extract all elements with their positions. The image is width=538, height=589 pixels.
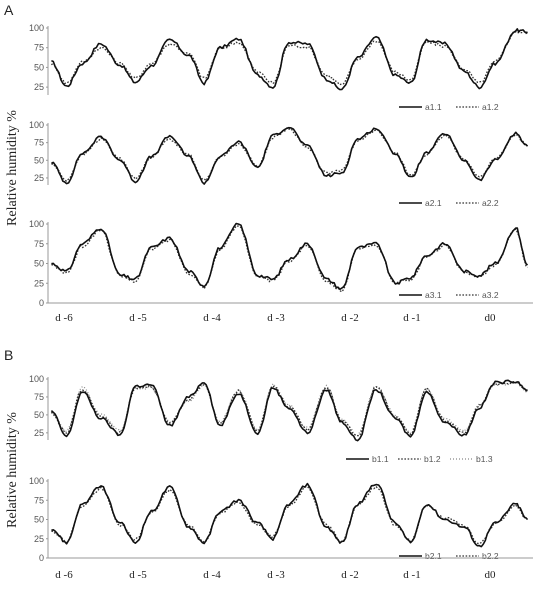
series-line-a2.2 <box>51 127 528 182</box>
legend-label-b1.2: b1.2 <box>424 454 441 464</box>
y-tick-label: 50 <box>34 515 44 525</box>
series-line-a1.2 <box>50 30 528 86</box>
x-day-label: d -4 <box>203 312 221 324</box>
y-tick-label: 50 <box>34 259 44 269</box>
y-tick-label: 50 <box>34 62 44 72</box>
legend-label-b1.1: b1.1 <box>372 454 389 464</box>
x-day-label: d -5 <box>129 312 147 324</box>
y-tick-label: 50 <box>34 155 44 165</box>
plot-area: 25 50 75 100 a1.1 a1.2 25 50 75 100 a2.1 a2.2 0 25 50 7… <box>29 23 533 581</box>
y-tick-label: 100 <box>29 374 44 384</box>
x-day-label: d0 <box>485 569 497 581</box>
x-day-label: d -2 <box>341 569 358 581</box>
subplot-3: 0 25 50 75 100 a3.1 a3.2 <box>29 219 529 308</box>
y-tick-label: 75 <box>34 392 44 402</box>
subplot-1: 25 50 75 100 a1.1 a1.2 <box>29 23 528 112</box>
series-line-a3.1 <box>51 222 529 291</box>
x-day-label: d -1 <box>403 569 420 581</box>
legend-label-b1.3: b1.3 <box>476 454 493 464</box>
legend-label-b2.2: b2.2 <box>482 551 499 561</box>
y-tick-label: 100 <box>29 476 44 486</box>
y-tick-label: 50 <box>34 410 44 420</box>
y-tick-label: 25 <box>34 534 44 544</box>
legend-label-a1.1: a1.1 <box>425 102 442 112</box>
legend-label-a3.2: a3.2 <box>482 290 499 300</box>
y-tick-label: 25 <box>34 278 44 288</box>
subplot-4: 25 50 75 100 b1.1 b1.2 b1.3 <box>29 374 528 464</box>
series-line-b2.2 <box>51 485 528 545</box>
series-line-b1.1 <box>50 379 528 442</box>
series-line-a3.2 <box>51 225 528 293</box>
x-day-label: d -3 <box>267 312 285 324</box>
x-day-label: d -6 <box>55 312 73 324</box>
series-line-a1.1 <box>51 28 528 91</box>
x-day-label: d -3 <box>267 569 285 581</box>
x-day-label: d0 <box>485 312 497 324</box>
y-tick-label: 100 <box>29 219 44 229</box>
panel-a-y-axis-label: Relative humidity % <box>5 110 20 226</box>
y-tick-label: 100 <box>29 23 44 33</box>
y-tick-label: 25 <box>34 82 44 92</box>
y-tick-label: 75 <box>34 43 44 53</box>
y-tick-label: 0 <box>39 298 44 308</box>
subplot-5: 0 25 50 75 100 b2.1 b2.2 <box>29 476 529 563</box>
panel-b-y-axis-label: Relative humidity % <box>5 412 20 528</box>
legend-label-b2.1: b2.1 <box>425 551 442 561</box>
series-line-a2.1 <box>51 126 529 185</box>
series-line-b2.1 <box>51 482 529 548</box>
legend-label-a2.2: a2.2 <box>482 198 499 208</box>
x-day-label: d -6 <box>55 569 73 581</box>
panel-b-label: B <box>4 347 13 363</box>
x-day-label: d -2 <box>341 312 358 324</box>
y-tick-label: 100 <box>29 120 44 130</box>
x-day-label: d -1 <box>403 312 420 324</box>
y-tick-label: 25 <box>34 173 44 183</box>
y-tick-label: 75 <box>34 239 44 249</box>
x-day-label: d -4 <box>203 569 221 581</box>
legend-label-a1.2: a1.2 <box>482 102 499 112</box>
y-tick-label: 75 <box>34 138 44 148</box>
panel-a-label: A <box>4 2 14 18</box>
x-day-label: d -5 <box>129 569 147 581</box>
subplot-2: 25 50 75 100 a2.1 a2.2 <box>29 120 529 208</box>
y-tick-label: 75 <box>34 495 44 505</box>
legend-label-a3.1: a3.1 <box>425 290 442 300</box>
legend-label-a2.1: a2.1 <box>425 198 442 208</box>
y-tick-label: 0 <box>39 553 44 563</box>
y-tick-label: 25 <box>34 428 44 438</box>
